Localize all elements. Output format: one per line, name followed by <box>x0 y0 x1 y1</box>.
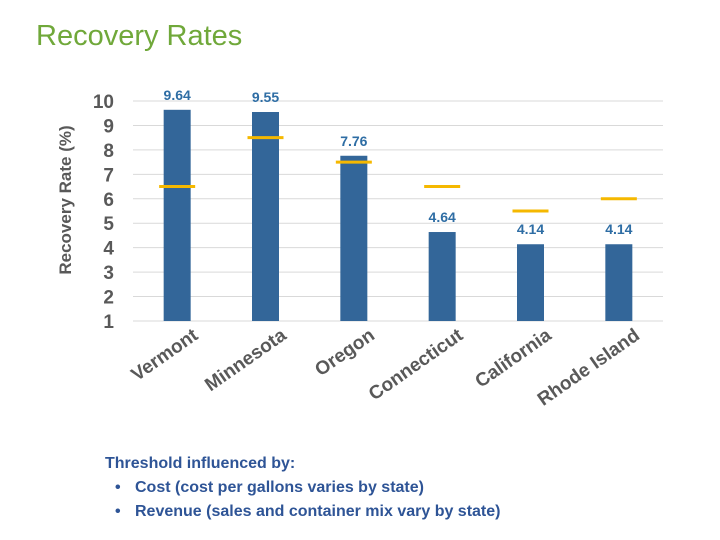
value-label: 9.55 <box>252 89 279 105</box>
y-tick-label: 4 <box>103 239 114 260</box>
y-tick-label: 9 <box>103 116 114 137</box>
threshold-markers <box>159 136 637 213</box>
y-tick-label: 1 <box>103 312 114 333</box>
y-tick-label: 3 <box>103 263 114 284</box>
threshold-notes: Threshold influenced by: Cost (cost per … <box>105 452 500 524</box>
bar <box>517 244 544 321</box>
category-label: Oregon <box>311 325 378 381</box>
notes-heading: Threshold influenced by: <box>105 455 296 472</box>
y-tick-labels: 1 2 3 4 5 6 7 8 9 10 <box>93 92 115 333</box>
category-label: Vermont <box>128 325 203 386</box>
value-label: 4.64 <box>429 209 456 225</box>
bar <box>340 155 368 321</box>
bar <box>252 112 279 321</box>
bar <box>163 109 191 321</box>
y-tick-label: 10 <box>93 92 114 113</box>
category-label: California <box>472 325 556 393</box>
value-label: 4.14 <box>605 221 632 237</box>
value-label: 7.76 <box>340 133 367 149</box>
value-labels: 9.64 9.55 7.76 4.64 4.14 4.14 <box>164 87 633 237</box>
recovery-rate-chart: 1 2 3 4 5 6 7 8 9 10 9.64 9.55 7.76 4.64 4.14 4.14 Ver… <box>56 87 663 411</box>
y-tick-label: 6 <box>103 190 114 211</box>
bar <box>605 244 633 321</box>
slide-title: Recovery Rates <box>36 20 243 52</box>
y-tick-label: 8 <box>103 141 114 162</box>
value-label: 4.14 <box>517 221 544 237</box>
y-tick-label: 7 <box>103 165 114 186</box>
category-label: Minnesota <box>201 325 290 396</box>
bars <box>163 109 633 321</box>
notes-list: Cost (cost per gallons varies by state) … <box>105 476 500 524</box>
y-tick-label: 2 <box>103 288 114 309</box>
notes-bullet-revenue: Revenue (sales and container mix vary by… <box>115 500 500 524</box>
notes-bullet-cost: Cost (cost per gallons varies by state) <box>115 476 500 500</box>
bar <box>428 232 456 321</box>
y-tick-label: 5 <box>103 214 114 235</box>
category-label: Connecticut <box>365 325 468 406</box>
gridlines <box>133 100 663 322</box>
y-axis-label: Recovery Rate (%) <box>56 125 75 274</box>
value-label: 9.64 <box>164 87 191 103</box>
